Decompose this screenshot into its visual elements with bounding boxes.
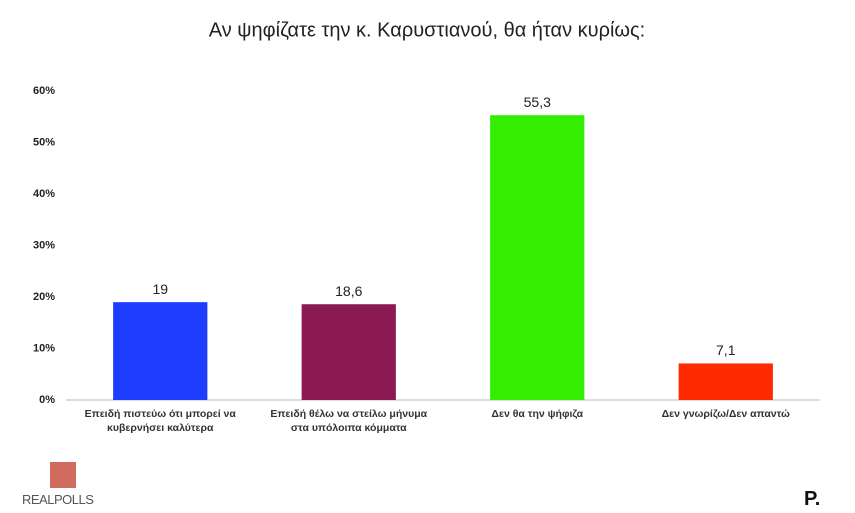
bar xyxy=(678,363,773,400)
bar xyxy=(301,304,396,400)
y-tick-label: 40% xyxy=(33,188,55,200)
value-label: 18,6 xyxy=(335,283,362,299)
logo-right: P. xyxy=(804,488,821,510)
y-tick-label: 60% xyxy=(33,85,55,97)
logo-icon xyxy=(50,462,76,488)
x-tick-label: Επειδή θέλω να στείλω μήνυμα στα υπόλοιπ… xyxy=(270,408,428,434)
bar xyxy=(113,302,208,400)
y-tick-label: 20% xyxy=(33,291,55,303)
x-tick-label: Επειδή πιστεύω ότι μπορεί να κυβερνήσει … xyxy=(84,408,236,434)
x-tick-label: Δεν γνωρίζω/Δεν απαντώ xyxy=(661,408,790,420)
y-tick-label: 30% xyxy=(33,239,55,251)
y-tick-label: 50% xyxy=(33,136,55,148)
x-tick-label: Δεν θα την ψήφιζα xyxy=(491,408,584,420)
value-label: 55,3 xyxy=(524,94,551,110)
value-label: 19 xyxy=(152,281,168,297)
value-label: 7,1 xyxy=(716,342,736,358)
bar xyxy=(490,115,585,400)
y-tick-label: 0% xyxy=(39,394,55,406)
logo-left: REALPOLLS xyxy=(22,492,94,507)
chart-title: Αν ψηφίζατε την κ. Καρυστιανού, θα ήταν … xyxy=(209,19,646,41)
y-tick-label: 10% xyxy=(33,342,55,354)
